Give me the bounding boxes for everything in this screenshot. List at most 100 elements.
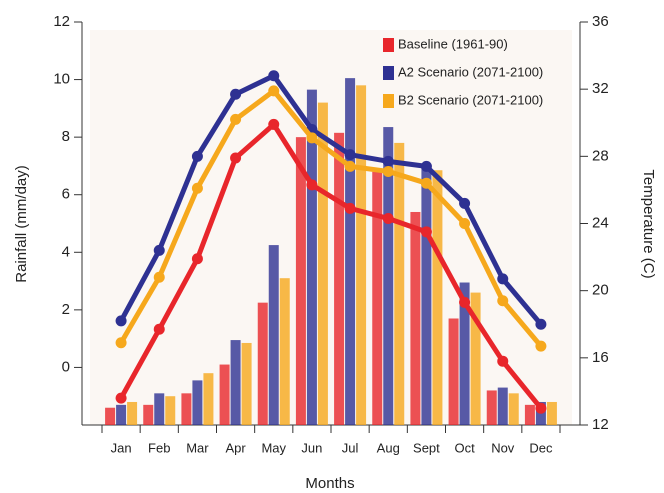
bar bbox=[181, 393, 192, 425]
line bbox=[118, 88, 543, 348]
bar bbox=[334, 132, 345, 425]
bar bbox=[306, 89, 317, 426]
bar bbox=[345, 78, 356, 425]
x-axis-label: Months bbox=[305, 475, 354, 492]
y-axis-label: Rainfall (mm/day) bbox=[13, 165, 30, 283]
bar bbox=[105, 407, 116, 425]
point bbox=[459, 296, 471, 308]
bar bbox=[421, 165, 432, 425]
point bbox=[153, 323, 165, 335]
bar bbox=[459, 282, 470, 425]
legend-swatch bbox=[383, 94, 394, 108]
bar bbox=[143, 404, 154, 425]
point bbox=[230, 152, 242, 164]
x-tick-label: Jun bbox=[301, 440, 322, 455]
legend-swatch bbox=[383, 66, 394, 80]
line bbox=[118, 121, 543, 410]
point bbox=[268, 70, 280, 82]
point bbox=[382, 165, 394, 177]
point bbox=[497, 355, 509, 367]
y-tick-label: 6 bbox=[62, 186, 70, 203]
bar bbox=[295, 137, 306, 425]
point bbox=[306, 179, 318, 191]
bar bbox=[372, 171, 383, 425]
point bbox=[382, 212, 394, 224]
y2-tick-label: 24 bbox=[592, 214, 609, 231]
point bbox=[497, 273, 509, 285]
x-tick-label: Jan bbox=[111, 440, 132, 455]
x-tick-label: Jul bbox=[342, 440, 359, 455]
point bbox=[268, 85, 280, 97]
point bbox=[191, 253, 203, 265]
bar bbox=[432, 170, 443, 425]
point bbox=[420, 226, 432, 238]
bar bbox=[116, 404, 127, 425]
bar bbox=[219, 364, 230, 425]
point bbox=[230, 88, 242, 100]
y2-tick-label: 28 bbox=[592, 147, 609, 164]
point bbox=[344, 149, 356, 161]
x-tick-label: Mar bbox=[186, 440, 209, 455]
y2-tick-label: 12 bbox=[592, 416, 609, 433]
bar bbox=[241, 342, 252, 425]
x-tick-label: Aug bbox=[377, 440, 400, 455]
y-tick-label: 10 bbox=[53, 71, 70, 88]
bar bbox=[192, 380, 203, 425]
legend-swatch bbox=[383, 38, 394, 52]
point bbox=[191, 150, 203, 162]
point bbox=[535, 402, 547, 414]
bar bbox=[268, 245, 279, 425]
point bbox=[344, 160, 356, 172]
point bbox=[459, 197, 471, 209]
bar bbox=[470, 292, 481, 425]
point bbox=[115, 337, 127, 349]
y-tick-label: 0 bbox=[62, 358, 70, 375]
bar bbox=[279, 278, 290, 425]
bar bbox=[497, 387, 508, 425]
y2-tick-label: 32 bbox=[592, 80, 609, 97]
bar bbox=[203, 373, 214, 425]
legend-label: B2 Scenario (2071-2100) bbox=[398, 92, 543, 107]
bar bbox=[154, 393, 165, 425]
y-tick-label: 12 bbox=[53, 13, 70, 30]
bar bbox=[486, 390, 497, 425]
bar bbox=[356, 85, 367, 425]
x-tick-label: Nov bbox=[491, 440, 515, 455]
x-tick-label: Apr bbox=[225, 440, 246, 455]
point bbox=[497, 295, 509, 307]
y-tick-label: 4 bbox=[62, 243, 70, 260]
bar bbox=[257, 302, 268, 425]
bar bbox=[127, 401, 138, 425]
point bbox=[344, 202, 356, 214]
bar bbox=[394, 142, 405, 425]
x-tick-label: Oct bbox=[454, 440, 475, 455]
bar bbox=[383, 127, 394, 425]
legend-label: A2 Scenario (2071-2100) bbox=[398, 64, 543, 79]
bar bbox=[508, 393, 519, 425]
bar bbox=[317, 102, 328, 425]
y2-axis-label: Temperature (C) bbox=[640, 169, 657, 278]
bar bbox=[524, 404, 535, 425]
point bbox=[153, 244, 165, 256]
point bbox=[268, 118, 280, 130]
bar bbox=[448, 318, 459, 425]
point bbox=[535, 318, 547, 330]
point bbox=[420, 160, 432, 172]
point bbox=[115, 392, 127, 404]
y2-tick-label: 16 bbox=[592, 349, 609, 366]
x-tick-label: Dec bbox=[529, 440, 553, 455]
line bbox=[118, 73, 543, 326]
y-tick-label: 8 bbox=[62, 128, 70, 145]
point bbox=[306, 132, 318, 144]
bar bbox=[165, 396, 176, 425]
x-tick-label: May bbox=[261, 440, 286, 455]
y2-tick-label: 20 bbox=[592, 282, 609, 299]
point bbox=[382, 155, 394, 167]
bar bbox=[230, 340, 241, 425]
y-tick-label: 2 bbox=[62, 301, 70, 318]
x-tick-label: Sept bbox=[413, 440, 440, 455]
point bbox=[420, 177, 432, 189]
legend-label: Baseline (1961-90) bbox=[398, 36, 508, 51]
point bbox=[153, 271, 165, 283]
